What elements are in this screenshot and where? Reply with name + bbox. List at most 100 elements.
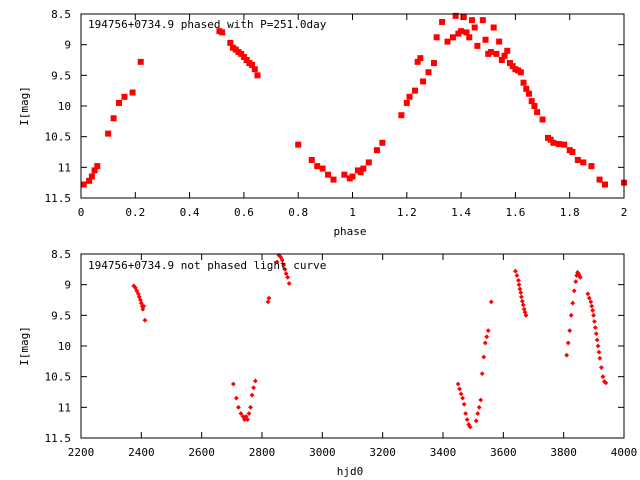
x-tick-label: 1 [349, 206, 356, 219]
data-point [490, 24, 497, 31]
data-point [514, 273, 520, 278]
data-point [251, 385, 256, 391]
data-point [519, 294, 524, 300]
x-tick-label: 0.6 [234, 206, 254, 219]
y-tick-label: 11 [58, 161, 71, 174]
data-point [592, 325, 598, 330]
data-point [132, 285, 138, 291]
data-point [240, 414, 246, 419]
data-point [365, 159, 372, 166]
data-point [136, 294, 142, 300]
data-point [595, 343, 601, 349]
data-point [580, 159, 587, 166]
x-tick-label: 2600 [188, 446, 215, 459]
phased-y-ticks: 8.5 9 9.5 10 10.5 11 11.5 [45, 8, 624, 205]
data-point [597, 355, 603, 361]
y-tick-label: 9 [64, 279, 71, 292]
data-point [349, 173, 356, 180]
y-tick-label: 8.5 [51, 8, 71, 21]
unphased-chart-title: 194756+0734.9 not phased light curve [88, 259, 326, 272]
x-tick-label: 3000 [309, 446, 336, 459]
x-tick-label: 0.8 [288, 206, 308, 219]
data-point [598, 365, 604, 370]
data-point [141, 303, 147, 309]
y-tick-label: 10 [58, 340, 71, 353]
data-point [379, 139, 386, 146]
y-tick-label: 9.5 [51, 69, 71, 82]
data-point [506, 60, 513, 67]
data-point [463, 411, 469, 416]
data-point [567, 328, 573, 334]
data-point [110, 115, 117, 122]
unphased-plot-frame [80, 253, 625, 439]
data-point [574, 273, 580, 278]
data-point [520, 302, 526, 308]
phased-light-curve-panel: 0 0.2 0.4 0.6 0.8 1 1.2 1.4 1.6 1.8 2 8.5 9 9.5 10 10.… [18, 8, 627, 238]
data-point [585, 291, 591, 297]
x-tick-label: 2 [621, 206, 628, 219]
data-point [482, 340, 488, 346]
y-tick-label: 10 [58, 100, 71, 113]
data-point [398, 112, 405, 119]
data-point [373, 147, 380, 154]
x-tick-label: 0.2 [125, 206, 145, 219]
data-point [314, 163, 321, 170]
data-point [479, 371, 485, 376]
data-point [517, 69, 524, 76]
data-point [243, 57, 250, 63]
unphased-data-points [131, 252, 609, 430]
data-point [240, 53, 247, 60]
data-point [573, 279, 579, 284]
data-point [466, 34, 473, 41]
unphased-x-ticks: 2200 2400 2600 2800 3000 3200 3400 3600 3800 4000 [68, 254, 637, 459]
data-point [439, 18, 446, 25]
data-point [516, 277, 521, 283]
data-point [468, 17, 475, 24]
unphased-y-axis-label: I[mag] [18, 326, 31, 366]
x-tick-label: 3200 [369, 446, 396, 459]
data-point [464, 417, 470, 422]
data-point [523, 312, 529, 318]
data-point [452, 12, 459, 19]
data-point [283, 271, 289, 277]
x-tick-label: 1.8 [560, 206, 580, 219]
data-point [534, 109, 541, 116]
data-point [460, 395, 466, 401]
data-point [517, 286, 523, 292]
data-point [476, 404, 482, 410]
x-tick-label: 3800 [550, 446, 577, 459]
data-point [461, 401, 467, 407]
data-point [249, 392, 255, 398]
data-point [281, 262, 287, 268]
data-point [254, 72, 261, 79]
data-point [475, 411, 481, 416]
data-point [576, 273, 582, 278]
data-point [230, 381, 236, 387]
data-point [86, 177, 93, 184]
data-point [94, 163, 101, 170]
data-point [485, 328, 491, 334]
x-tick-label: 1.2 [397, 206, 417, 219]
y-tick-label: 9.5 [51, 309, 71, 322]
phased-x-axis-label: phase [333, 225, 366, 238]
data-point [520, 79, 527, 86]
data-point [474, 42, 481, 49]
phased-y-axis-label: I[mag] [18, 86, 31, 126]
x-tick-label: 1.6 [505, 206, 525, 219]
data-point [484, 334, 490, 340]
data-point [325, 171, 332, 178]
data-point [444, 38, 451, 45]
data-point [564, 352, 570, 358]
data-point [588, 163, 595, 170]
data-point [594, 337, 600, 343]
y-tick-label: 9 [64, 39, 71, 52]
data-point [586, 295, 592, 301]
data-point [509, 63, 516, 70]
x-tick-label: 3400 [430, 446, 457, 459]
data-point [238, 50, 245, 57]
data-point [233, 395, 239, 401]
data-point [481, 354, 487, 360]
unphased-y-ticks: 8.5 9 9.5 10 10.5 11 11.5 [45, 248, 624, 445]
y-tick-label: 10.5 [45, 131, 72, 144]
